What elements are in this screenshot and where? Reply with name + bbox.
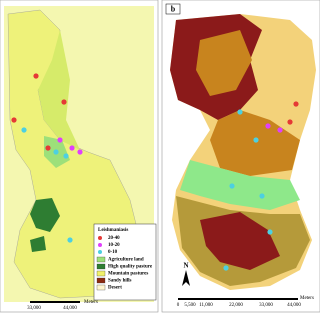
- points: [223, 101, 299, 271]
- point: [265, 123, 271, 129]
- pasture-area: [30, 198, 60, 232]
- point: [69, 145, 75, 151]
- point: [63, 153, 69, 159]
- legend-swatch: [96, 256, 106, 263]
- point: [21, 127, 27, 133]
- legend-item: High quality pasture: [108, 265, 153, 270]
- point: [253, 137, 259, 143]
- point: [77, 149, 83, 155]
- left-scale: 33,000 44,000 Meters: [27, 300, 98, 311]
- point: [53, 149, 59, 155]
- scale-label: 44,000: [287, 303, 301, 308]
- legend-item: Mountain pastures: [108, 272, 148, 277]
- point: [229, 183, 235, 189]
- legend-item: 10-20: [108, 243, 120, 248]
- point: [267, 229, 273, 235]
- point: [223, 265, 229, 271]
- legend-swatch: [96, 284, 106, 291]
- scale-label: 22,000: [229, 303, 243, 308]
- point: [57, 137, 63, 143]
- scale-bar: [178, 298, 298, 300]
- point: [61, 99, 67, 105]
- point: [45, 145, 51, 151]
- scale-label: Meters: [84, 300, 98, 305]
- point: [259, 193, 265, 199]
- mountain-area: [210, 110, 300, 176]
- panel-label: b: [171, 4, 176, 13]
- point: [67, 237, 73, 243]
- point: [287, 119, 293, 125]
- scale-label: 33,000: [259, 303, 273, 308]
- legend-item: Agriculture land: [108, 258, 144, 263]
- north-label: N: [183, 262, 188, 270]
- legend-symbol: [98, 236, 102, 240]
- scale-label: 5,500: [184, 303, 196, 308]
- pasture-area: [30, 236, 46, 252]
- point: [277, 127, 283, 133]
- legend-swatch: [96, 277, 106, 284]
- mountain-area: [196, 30, 252, 96]
- scale-label: Meters: [300, 296, 314, 301]
- legend-item: 0-10: [108, 250, 118, 255]
- pasture-area: [180, 160, 300, 210]
- pasture-strip: [38, 30, 80, 150]
- legend-item: Sandy hills: [108, 279, 132, 284]
- legend-item: 20-40: [108, 236, 120, 241]
- legend-symbol: [98, 250, 102, 254]
- legend: Leishmaniasis 20-40 10-20 0-10 Agricultu…: [93, 223, 157, 301]
- north-arrow-shape: [182, 270, 190, 286]
- scale-label: 44,000: [63, 306, 77, 311]
- panel-label-box: [165, 3, 181, 15]
- scale-label: 33,000: [27, 306, 41, 311]
- north-arrow: N: [182, 262, 190, 286]
- point: [237, 109, 243, 115]
- right-scale: 0 5,500 11,000 22,000 33,000 44,000 Mete…: [177, 296, 314, 308]
- legend-symbol: [98, 243, 102, 247]
- point: [33, 73, 39, 79]
- points: [11, 73, 83, 243]
- point: [293, 101, 299, 107]
- legend-item: Desert: [108, 286, 122, 291]
- point: [11, 117, 17, 123]
- scale-bar: [30, 301, 80, 303]
- legend-swatch: [96, 270, 106, 277]
- legend-title: Leishmaniasis: [98, 228, 128, 233]
- sandy-hills: [200, 212, 280, 270]
- scale-label: 0: [177, 303, 180, 308]
- legend-swatch: [96, 263, 106, 270]
- scale-label: 11,000: [199, 303, 213, 308]
